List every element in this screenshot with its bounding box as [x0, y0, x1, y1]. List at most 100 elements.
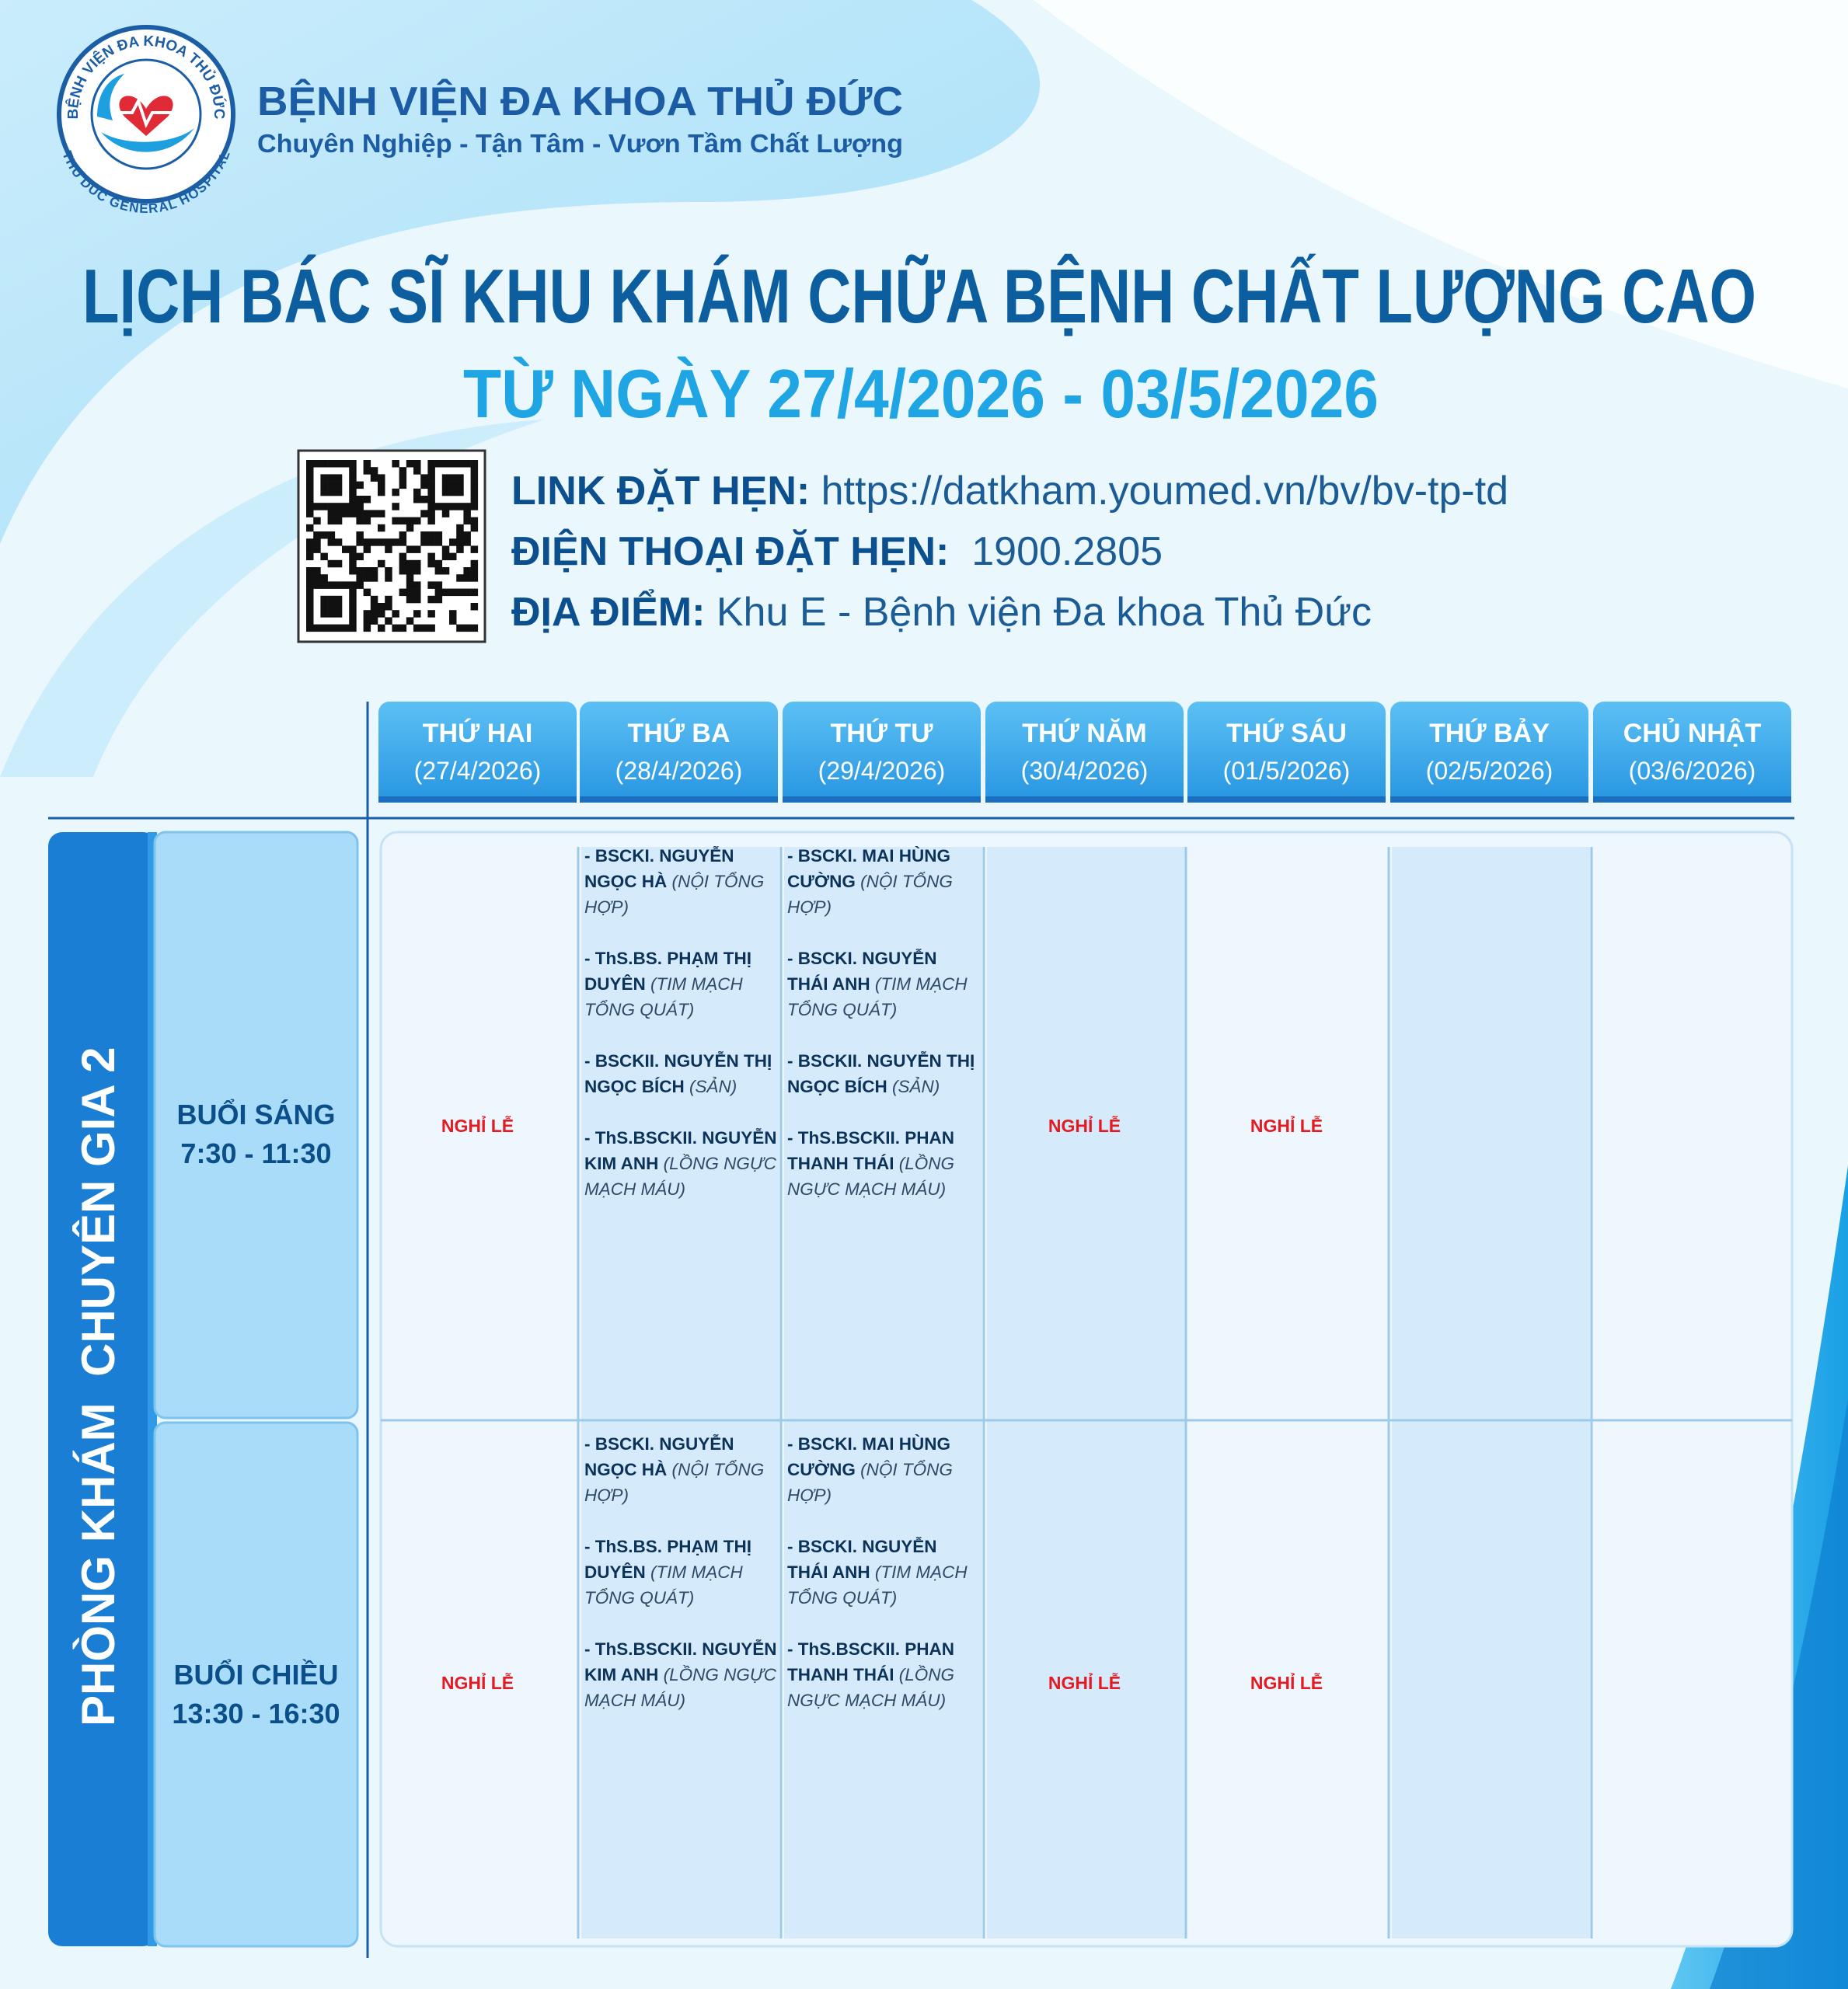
session-time: 13:30 - 16:30	[172, 1698, 340, 1729]
qr-cell	[320, 595, 328, 604]
phone: 1900.2805	[971, 529, 1163, 574]
booking-link: LINK ĐẶT HẸN: https://datkham.youmed.vn/…	[511, 468, 1508, 514]
qr-cell	[413, 545, 421, 553]
booking-location: ĐỊA ĐIỂM: Khu E - Bệnh viện Đa khoa Thủ …	[511, 589, 1372, 636]
day-name: THỨ TƯ	[830, 719, 933, 748]
qr-cell	[320, 488, 328, 496]
doctor-entry: - BSCKI. MAI HÙNG CƯỜNG (NỘI TỔNG HỢP)	[787, 1431, 981, 1508]
qr-cell	[327, 603, 336, 611]
qr-cell	[449, 481, 457, 489]
qr-cell	[427, 552, 435, 561]
qr-cell	[463, 574, 471, 582]
day-name: THỨ BA	[627, 719, 730, 748]
qr-code	[306, 460, 479, 632]
qr-cell	[306, 524, 314, 532]
session-name: BUỔI SÁNG	[176, 1099, 336, 1130]
doctor-name: - BSCKI. NGUYỄN THÁI ANH	[787, 949, 937, 994]
qr-cell	[399, 517, 407, 525]
qr-cell	[406, 524, 414, 532]
qr-cell	[463, 567, 471, 575]
link[interactable]: https://datkham.youmed.vn/bv/bv-tp-td	[821, 469, 1509, 514]
qr-cell	[370, 603, 378, 611]
qr-cell	[441, 488, 450, 496]
qr-cell	[399, 474, 407, 482]
doctor-specialty: (LỒNG NGỰC MẠCH MÁU)	[787, 1154, 955, 1199]
qr-cell	[399, 538, 407, 546]
doctor-specialty: (LỒNG NGỰC MẠCH MÁU)	[584, 1154, 777, 1199]
qr-cell	[306, 624, 314, 632]
qr-cell	[427, 624, 435, 632]
day-date: (29/4/2026)	[818, 757, 946, 785]
qr-cell	[313, 531, 321, 539]
qr-cell	[392, 610, 399, 618]
qr-cell	[434, 460, 443, 468]
qr-cell	[449, 538, 457, 546]
qr-cell	[349, 496, 357, 503]
qr-cell	[406, 567, 414, 575]
day-date: (03/6/2026)	[1628, 757, 1756, 785]
doctor-specialty: (NỘI TỔNG HỢP)	[584, 1460, 765, 1505]
qr-cell	[334, 538, 343, 546]
qr-cell	[427, 488, 435, 496]
doctor-entry: - ThS.BSCKII. PHAN THANH THÁI (LỒNG NGỰC…	[787, 1125, 981, 1202]
qr-cell	[363, 574, 371, 582]
qr-cell	[463, 503, 471, 510]
qr-cell	[327, 531, 336, 539]
qr-cell	[349, 603, 357, 611]
qr-cell	[427, 481, 435, 489]
doctor-specialty: (LỒNG NGỰC MẠCH MÁU)	[787, 1665, 955, 1710]
qr-cell	[399, 467, 407, 475]
session-time: 7:30 - 11:30	[180, 1137, 332, 1169]
qr-cell	[356, 503, 364, 510]
qr-cell	[356, 567, 364, 575]
qr-cell	[370, 474, 378, 482]
doctor-entry: - ThS.BSCKII. NGUYỄN KIM ANH (LỒNG NGỰC …	[584, 1636, 778, 1713]
qr-cell	[441, 552, 450, 561]
qr-cell	[306, 574, 314, 582]
qr-cell	[470, 488, 479, 496]
qr-cell	[334, 503, 343, 510]
hospital-name: BỆNH VIỆN ĐA KHOA THỦ ĐỨC	[257, 78, 903, 124]
day-name: CHỦ NHẬT	[1623, 719, 1762, 748]
doctor-name: - BSCKI. NGUYỄN NGỌC HÀ	[584, 1434, 734, 1479]
qr-cell	[463, 460, 471, 468]
qr-cell	[349, 510, 357, 517]
qr-cell	[378, 481, 385, 489]
qr-cell	[378, 603, 385, 611]
holiday-note: NGHỈ LỄ	[1048, 1672, 1121, 1693]
qr-cell	[434, 588, 443, 597]
qr-cell	[320, 574, 328, 582]
qr-cell	[334, 488, 343, 496]
qr-cell	[320, 603, 328, 611]
qr-cell	[327, 517, 336, 525]
qr-cell	[441, 503, 450, 510]
qr-cell	[456, 538, 464, 546]
qr-cell	[441, 510, 450, 517]
qr-cell	[456, 460, 464, 468]
qr-cell	[420, 510, 428, 517]
qr-cell	[306, 503, 314, 510]
day-name: THỨ HAI	[422, 719, 533, 748]
qr-cell	[349, 581, 357, 589]
schedule-cell: - BSCKI. NGUYỄN NGỌC HÀ (NỘI TỔNG HỢP) - …	[578, 832, 781, 1228]
holiday-note: NGHỈ LỄ	[1048, 1115, 1121, 1136]
title: LỊCH BÁC SĨ KHU KHÁM CHỮA BỆNH CHẤT LƯỢN…	[82, 253, 1756, 339]
qr-cell	[427, 531, 435, 539]
qr-cell	[413, 567, 421, 575]
session-name: BUỔI CHIỀU	[173, 1659, 339, 1691]
qr-cell	[306, 617, 314, 625]
doctor-name: - ThS.BSCKII. PHAN THANH THÁI	[787, 1128, 955, 1173]
subtitle: TỪ NGÀY 27/4/2026 - 03/5/2026	[463, 355, 1379, 432]
column-shade	[581, 847, 779, 1938]
qr-cell	[370, 574, 378, 582]
label: ĐIỆN THOẠI ĐẶT HẸN:	[511, 529, 950, 574]
qr-cell	[363, 545, 371, 553]
qr-cell	[327, 581, 336, 589]
booking-phone: ĐIỆN THOẠI ĐẶT HẸN: 1900.2805	[511, 528, 1163, 575]
qr-cell	[427, 610, 435, 618]
session-block	[153, 831, 359, 1419]
qr-cell	[349, 617, 357, 625]
qr-cell	[306, 595, 314, 604]
qr-cell	[413, 467, 421, 475]
